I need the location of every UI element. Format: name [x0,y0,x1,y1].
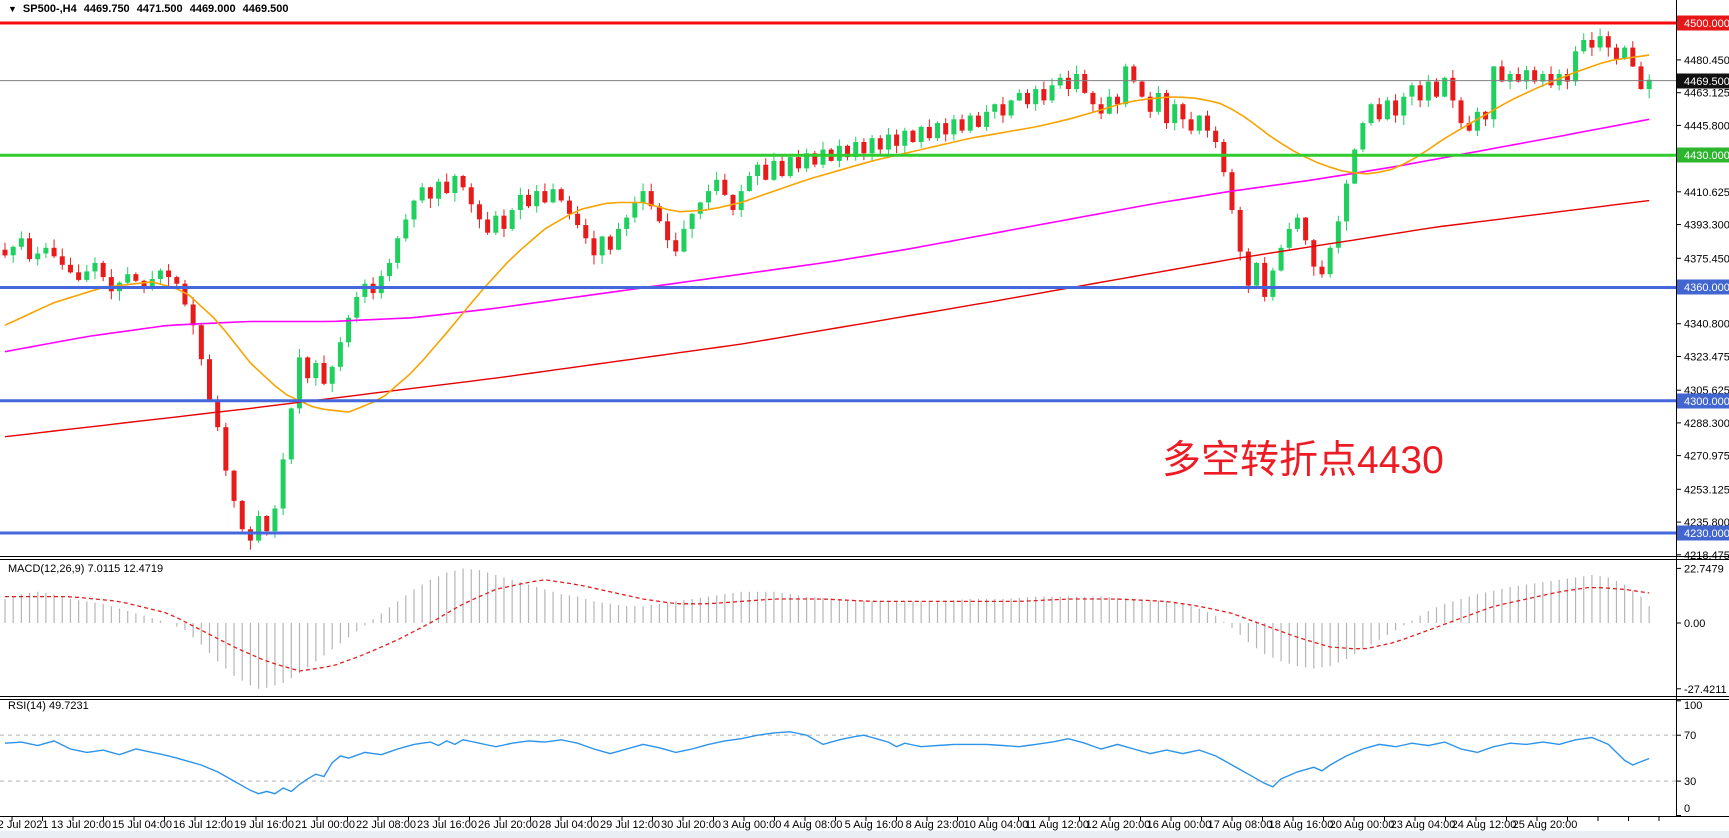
time-axis-label: 15 Jul 04:00 [112,819,172,831]
price-badge [1677,279,1729,295]
price-badge [1677,15,1729,31]
price-badge-label: 4230.000 [1684,528,1729,540]
collapse-arrow-icon[interactable]: ▼ [8,4,17,14]
price-tick-label: 4480.450 [1684,55,1729,67]
bottom-strip [0,831,1729,838]
time-axis-label: 12 Jul 2021 [0,819,48,831]
time-axis-label: 19 Jul 16:00 [234,819,294,831]
time-axis-label: 18 Aug 16:00 [1269,819,1334,831]
time-axis-label: 21 Jul 00:00 [295,819,355,831]
time-axis-label: 24 Aug 12:00 [1452,819,1517,831]
time-axis-label: 12 Aug 20:00 [1086,819,1151,831]
ohlc-low: 4469.000 [189,3,236,15]
ma-mid-magenta-line [4,118,1650,353]
rsi-axis-label: 0 [1684,803,1690,815]
time-axis-label: 11 Aug 12:00 [1025,819,1089,831]
time-axis-label: 4 Aug 08:00 [784,819,843,831]
price-tick-label: 4463.125 [1684,88,1729,100]
time-axis-label: 23 Jul 16:00 [417,819,477,831]
rsi-axis-label: 100 [1684,700,1702,712]
macd-axis-label: 0.00 [1684,618,1705,630]
price-tick-label: 4410.625 [1684,187,1729,199]
price-tick-label: 4323.475 [1684,352,1729,364]
time-axis-label: 28 Jul 04:00 [539,819,599,831]
macd-axis-label: -27.4211 [1684,684,1727,696]
price-badge [1677,147,1729,163]
ohlc-high: 4471.500 [136,3,183,15]
time-axis-label: 10 Aug 04:00 [964,819,1029,831]
price-badge-label: 4300.000 [1684,396,1729,408]
price-badge-label: 4430.000 [1684,150,1729,162]
macd-axis-label: 22.7479 [1684,563,1724,575]
time-axis-label: 26 Jul 20:00 [478,819,538,831]
price-badge [1677,393,1729,409]
ohlc-close: 4469.500 [242,3,289,15]
rsi-indicator-label: RSI(14) 49.7231 [8,700,89,712]
price-badge [1677,73,1729,89]
time-axis-label: 16 Aug 00:00 [1147,819,1212,831]
chart-annotation-text[interactable]: 多空转折点4430 [1162,439,1444,482]
price-tick-label: 4340.800 [1684,319,1729,331]
price-tick-label: 4375.450 [1684,253,1729,265]
price-badge-label: 4469.500 [1684,76,1729,88]
price-tick-label: 4270.975 [1684,451,1729,463]
time-axis-label: 29 Jul 12:00 [600,819,660,831]
price-tick-label: 4288.300 [1684,418,1729,430]
time-axis-label: 16 Jul 12:00 [173,819,233,831]
rsi-line [4,731,1650,795]
macd-signal-line [5,579,1650,672]
price-tick-label: 4445.800 [1684,120,1729,132]
time-axis-label: 20 Aug 00:00 [1330,819,1395,831]
price-tick-label: 4218.475 [1684,550,1729,562]
time-axis-label: 5 Aug 16:00 [845,819,904,831]
time-axis-label: 25 Aug 20:00 [1513,819,1578,831]
time-axis-label: 23 Aug 04:00 [1391,819,1456,831]
time-axis-label: 17 Aug 08:00 [1208,819,1273,831]
time-axis-label: 3 Aug 00:00 [723,819,782,831]
price-badge-label: 4500.000 [1684,18,1729,30]
price-tick-label: 4253.125 [1684,484,1729,496]
ohlc-open: 4469.750 [83,3,130,15]
time-axis-label: 13 Jul 20:00 [51,819,111,831]
price-tick-label: 4393.300 [1684,220,1729,232]
symbol-timeframe-label: SP500-,H4 [22,3,77,15]
price-badge [1677,525,1729,541]
macd-indicator-label: MACD(12,26,9) 7.0115 12.4719 [8,563,164,575]
time-axis-label: 22 Jul 08:00 [356,819,416,831]
time-axis-label: 30 Jul 20:00 [661,819,721,831]
price-badge-label: 4360.000 [1684,282,1729,294]
ma-slow-red-line [4,199,1650,438]
time-axis-label: 8 Aug 23:00 [906,819,965,831]
symbol-ohlc-header: ▼ SP500-,H4 4469.750 4471.500 4469.000 44… [8,3,293,15]
rsi-axis-label: 30 [1684,776,1696,788]
ma-fast-orange-line [4,54,1650,413]
macd-panel [4,568,1650,689]
rsi-axis-label: 70 [1684,730,1696,742]
